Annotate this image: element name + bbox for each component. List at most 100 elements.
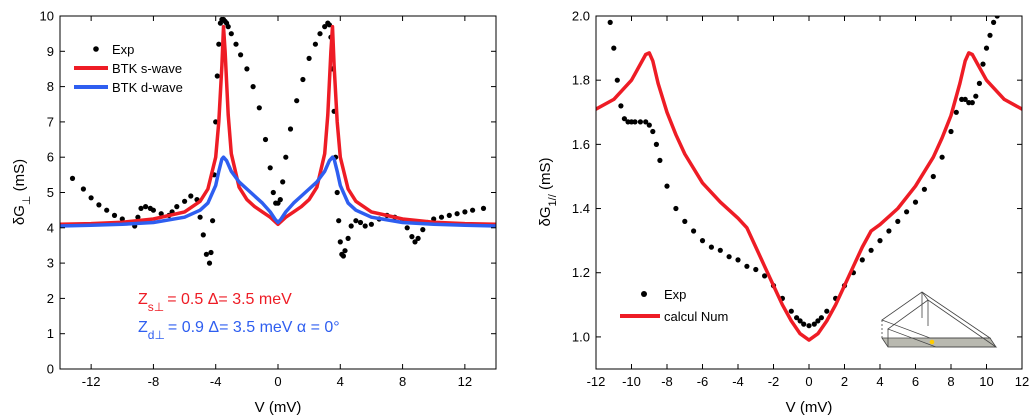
left-series-exp-point [216,41,222,47]
right-series-exp-point [930,173,936,180]
right-series-exp-point [980,61,986,67]
right-y-tick-label: 1.2 [572,265,590,280]
left-x-axis-title: V (mV) [255,399,302,416]
left-series-exp-point [143,204,149,210]
right-series-exp-point [969,100,975,106]
left-series-exp-point [138,205,144,211]
left-series-exp-point [306,55,312,62]
left-y-tick-label: 4 [47,220,54,235]
right-series-exp-point [637,119,644,125]
right-x-tick-label: 8 [947,374,954,389]
right-series-exp-point [621,116,628,122]
right-legend-calc-label: calcul Num [664,309,728,324]
right-series-exp-point [664,183,670,189]
right-plot-area [596,16,1022,342]
right-series-exp-point [953,109,959,115]
left-series-exp-point [446,212,452,218]
left-series-exp-point [238,52,244,58]
right-series-exp-point [948,128,954,135]
right-series-exp-point [673,205,679,212]
left-series-exp-point [277,197,283,203]
left-series-group [60,16,496,266]
left-series-exp-point [336,218,342,224]
left-y-axis-title: δG⊥ (mS) [11,159,33,225]
right-series-exp-point [815,318,821,324]
left-legend-exp-label: Exp [112,42,134,57]
geometry-inset-icon [881,291,998,348]
right-x-tick-label: -8 [661,374,673,389]
right-series-exp-point [794,315,800,321]
right-x-tick-label: 4 [876,374,883,389]
right-series-exp-point [895,218,901,224]
right-x-tick-label: 2 [841,374,848,389]
right-series-exp-point [614,77,620,83]
left-x-tick-label: 12 [458,374,472,389]
left-series-exp-point [340,253,346,259]
left-x-tick-label: -12 [82,374,101,389]
left-series-exp-point [353,218,359,224]
left-series-exp-point [317,31,323,37]
right-x-axis-title: V (mV) [786,399,833,416]
left-series-exp-point [462,209,468,215]
left-series-exp-point [119,216,125,222]
right-series-exp-point [904,209,910,215]
right-legend-exp-label: Exp [664,287,686,302]
left-y-tick-label: 10 [40,9,54,24]
right-series-exp-point [859,257,865,263]
left-series-btk-s-wave-line [60,24,496,227]
right-series-calcul-num-line [596,51,1022,342]
left-series-exp-point [197,214,203,220]
left-legend-d-wave-label: BTK d-wave [112,80,183,95]
left-series-exp-point [188,193,194,199]
right-series-exp-point [744,263,750,269]
left-series-exp-point [412,239,418,245]
right-series-exp-point [726,254,732,260]
left-y-tick-label: 6 [47,150,54,165]
right-series-exp-point [939,154,945,160]
left-series-exp-point [368,221,374,227]
left-series-exp-point [480,205,487,211]
left-series-btk-d-wave [60,155,496,228]
left-series-exp-point [415,235,421,241]
right-series-exp-point [646,122,652,128]
right-series-exp-point [653,141,660,147]
left-series-exp-point [206,260,213,266]
left-series-exp-point [270,189,276,196]
left-series-exp-point [267,165,273,171]
right-x-tick-label: 0 [805,374,812,389]
right-series-exp-point [818,315,825,321]
left-legend: Exp BTK s-wave BTK d-wave [74,42,183,95]
right-y-axis-title: δG1// (mS) [537,158,559,227]
right-series-exp-point [797,318,803,324]
left-y-tick-label: 3 [47,256,54,271]
left-y-tick-label: 9 [47,44,54,59]
right-series-exp-point [682,218,688,224]
left-legend-exp-marker [93,46,99,52]
left-series-exp-point [111,212,118,218]
left-series-exp-point [244,66,250,72]
right-series-exp-point [618,103,624,109]
left-x-tick-label: 0 [274,374,281,389]
right-ticks-group: -12 -10 -8 -6 -4 -2 0 2 4 6 8 10 12 1.0 1.2 1.4 1.6 1.8 2.… [572,9,1029,390]
right-series-exp-point [643,119,649,125]
d-wave-params-annotation: Zd⊥ = 0.9 Δ= 3.5 meV α = 0° [138,319,340,342]
left-y-tick-label: 0 [47,362,54,377]
right-series-exp-point [650,128,656,135]
left-series-exp-point [280,179,286,185]
right-series-exp-point [607,19,613,25]
right-series-exp-point [717,247,723,253]
right-series-exp-point [788,308,794,314]
left-series-exp-point [409,234,415,240]
right-series-exp-point [912,199,919,205]
left-series-exp-point [182,198,188,204]
right-series-exp-point [973,93,979,99]
right-series-exp-point [632,119,638,125]
left-series-exp-point [158,211,164,217]
right-x-tick-label: -10 [622,374,641,389]
right-series-exp-point [762,273,768,279]
left-series-exp-point [96,202,102,208]
left-series-exp-point [88,195,94,201]
right-y-tick-label: 1.4 [572,201,590,216]
left-y-tick-label: 1 [47,326,54,341]
